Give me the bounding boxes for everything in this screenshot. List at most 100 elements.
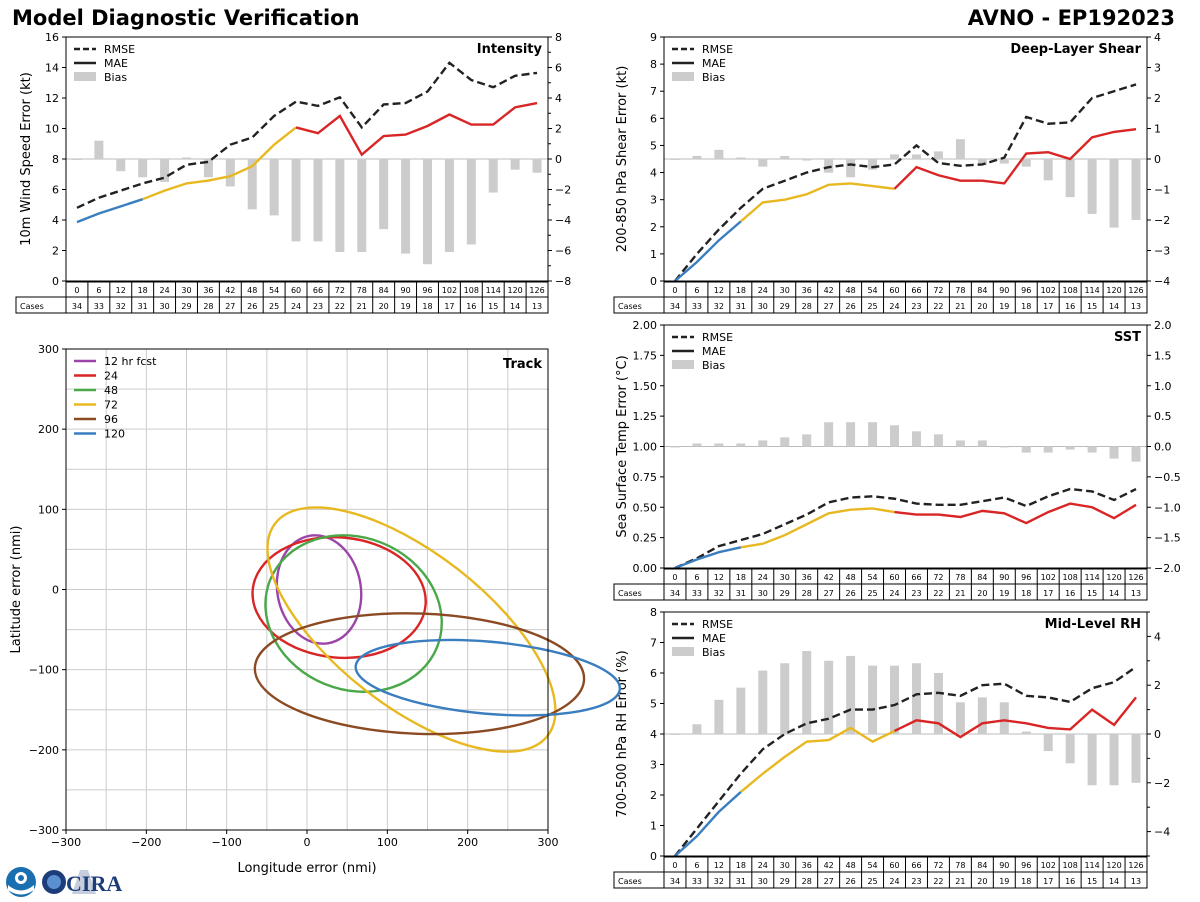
- intensity-case-count: 27: [225, 302, 235, 311]
- sst-case-count: 34: [670, 589, 680, 598]
- intensity-y2tick-label: 0: [555, 153, 562, 166]
- intensity-ytick-label: 10: [45, 123, 59, 136]
- rh-legend-mae-label: MAE: [702, 632, 726, 645]
- shear-hour-label: 54: [867, 286, 877, 295]
- sst-case-count: 32: [714, 589, 724, 598]
- track-ytick-label: 200: [38, 423, 59, 436]
- shear-hour-label: 114: [1084, 286, 1099, 295]
- intensity-case-count: 25: [269, 302, 279, 311]
- sst-ylabel: Sea Surface Temp Error (°C): [615, 355, 630, 537]
- track-ellipse-96: [253, 612, 586, 736]
- track-xtick-label: −100: [212, 836, 242, 849]
- rh-legend-bias-swatch: [672, 647, 694, 656]
- figure-title: Model Diagnostic Verification: [12, 6, 360, 30]
- sst-bias-bar: [758, 440, 768, 447]
- rh-y2tick-label: 0: [1154, 728, 1161, 741]
- rh-case-count: 19: [999, 877, 1009, 886]
- sst-hour-label: 84: [977, 573, 987, 582]
- sst-hour-label: 66: [911, 573, 921, 582]
- intensity-bias-bar: [116, 159, 126, 172]
- rh-hour-label: 36: [802, 861, 812, 870]
- shear-ytick-label: 8: [650, 58, 657, 71]
- shear-bias-bar: [890, 154, 900, 159]
- shear-bias-bar: [780, 155, 790, 159]
- shear-y2tick-label: −2: [1154, 214, 1170, 227]
- rh-bias-bar: [1087, 734, 1097, 786]
- intensity-hour-label: 78: [357, 286, 367, 295]
- sst-hour-label: 6: [694, 573, 699, 582]
- shear-bias-bar: [999, 159, 1009, 164]
- rh-hour-label: 18: [736, 861, 746, 870]
- shear-case-count: 26: [846, 302, 856, 311]
- rh-hour-label: 126: [1128, 861, 1143, 870]
- intensity-hour-label: 18: [138, 286, 148, 295]
- sst-bias-bar: [955, 440, 965, 447]
- shear-ytick-label: 9: [650, 31, 657, 44]
- shear-case-count: 15: [1087, 302, 1097, 311]
- shear-hour-label: 0: [672, 286, 677, 295]
- shear-hour-label: 12: [714, 286, 724, 295]
- sst-y2tick-label: 0.5: [1154, 410, 1172, 423]
- sst-bias-bar: [1131, 446, 1141, 462]
- sst-y2tick-label: −0.5: [1154, 471, 1181, 484]
- intensity-bias-bar: [160, 159, 170, 182]
- intensity-hour-label: 72: [335, 286, 345, 295]
- track-ellipse-24: [251, 535, 427, 660]
- rh-ylabel: 700-500 hPa RH Error (%): [615, 650, 630, 817]
- sst-case-count: 13: [1131, 589, 1141, 598]
- rh-hour-label: 114: [1084, 861, 1099, 870]
- rh-ytick-label: 2: [650, 789, 657, 802]
- track-legend-label: 72: [104, 399, 118, 412]
- sst-hour-label: 96: [1021, 573, 1031, 582]
- shear-title: Deep-Layer Shear: [1010, 42, 1141, 57]
- shear-y2tick-label: 0: [1154, 153, 1161, 166]
- rh-ytick-label: 1: [650, 820, 657, 833]
- intensity-y2tick-label: 4: [555, 92, 562, 105]
- rh-case-count: 22: [933, 877, 943, 886]
- shear-rmse-line: [674, 83, 1137, 282]
- shear-bias-bar: [1043, 159, 1053, 181]
- sst-y2tick-label: 0.0: [1154, 441, 1172, 454]
- shear-bias-bar: [933, 151, 943, 159]
- intensity-hour-label: 120: [507, 286, 522, 295]
- sst-ytick-label: 1.25: [633, 410, 658, 423]
- rh-hour-label: 66: [911, 861, 921, 870]
- rh-bias-bar: [714, 699, 724, 734]
- rh-y2tick-label: −4: [1154, 826, 1170, 839]
- shear-y2tick-label: 3: [1154, 62, 1161, 75]
- shear-hour-label: 102: [1041, 286, 1056, 295]
- shear-legend-bias-swatch: [672, 72, 694, 81]
- rh-bias-bar: [999, 702, 1009, 734]
- shear-case-count: 27: [824, 302, 834, 311]
- shear-bias-bar: [824, 159, 834, 173]
- intensity-case-count: 16: [466, 302, 476, 311]
- intensity-hour-label: 126: [529, 286, 544, 295]
- track-title: Track: [503, 357, 542, 372]
- sst-hour-label: 102: [1041, 573, 1056, 582]
- shear-hour-label: 90: [999, 286, 1009, 295]
- sst-ytick-label: 0.50: [633, 501, 658, 514]
- shear-bias-bar: [846, 159, 856, 178]
- sst-hour-label: 108: [1063, 573, 1078, 582]
- sst-bias-bar: [911, 431, 921, 447]
- sst-bias-bar: [1043, 446, 1053, 453]
- sst-cases-label: Cases: [618, 589, 642, 598]
- sst-y2tick-label: 1.5: [1154, 349, 1172, 362]
- sst-case-count: 25: [867, 589, 877, 598]
- sst-case-count: 30: [758, 589, 768, 598]
- intensity-bias-bar: [423, 159, 432, 265]
- track-ytick-label: 100: [38, 503, 59, 516]
- rh-hour-label: 42: [824, 861, 834, 870]
- shear-case-count: 34: [670, 302, 680, 311]
- intensity-hour-label: 96: [422, 286, 432, 295]
- sst-mae-line-seg2: [894, 502, 1137, 525]
- sst-ytick-label: 0.00: [633, 562, 658, 575]
- shear-case-count: 18: [1021, 302, 1031, 311]
- sst-hour-label: 78: [955, 573, 965, 582]
- sst-hour-label: 18: [736, 573, 746, 582]
- sst-hour-label: 0: [672, 573, 677, 582]
- rh-case-count: 30: [758, 877, 768, 886]
- rh-hour-label: 90: [999, 861, 1009, 870]
- sst-bias-bar: [999, 446, 1009, 448]
- intensity-bias-bar: [357, 159, 367, 253]
